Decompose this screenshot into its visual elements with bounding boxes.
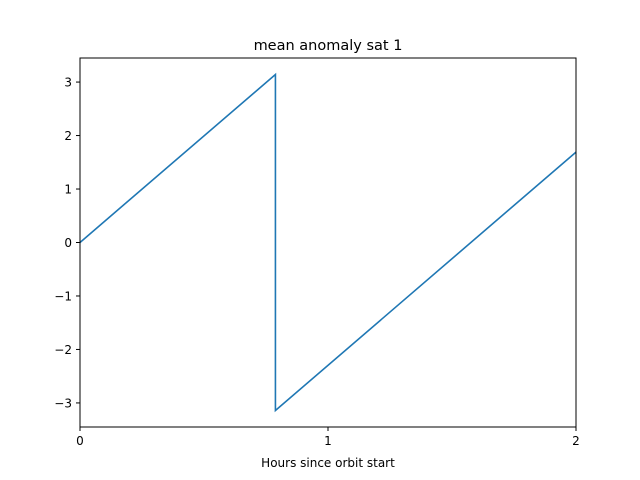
y-tick-label: −2 bbox=[54, 343, 72, 357]
x-axis: 0 1 2 bbox=[76, 427, 580, 448]
x-tick-label: 2 bbox=[572, 434, 580, 448]
x-tick-label: 1 bbox=[324, 434, 332, 448]
x-tick-label: 0 bbox=[76, 434, 84, 448]
y-tick-label: 0 bbox=[64, 236, 72, 250]
y-tick-label: −1 bbox=[54, 289, 72, 303]
chart-title: mean anomaly sat 1 bbox=[254, 38, 403, 54]
y-tick-label: −3 bbox=[54, 396, 72, 410]
x-axis-label: Hours since orbit start bbox=[261, 456, 395, 470]
plot-frame bbox=[79, 57, 577, 428]
y-axis: −3 −2 −1 0 1 2 3 bbox=[54, 76, 80, 410]
y-tick-label: 1 bbox=[64, 183, 72, 197]
y-tick-label: 3 bbox=[64, 76, 72, 90]
series-line-1 bbox=[79, 72, 577, 413]
y-tick-label: 2 bbox=[64, 129, 72, 143]
series-layer bbox=[79, 72, 577, 413]
